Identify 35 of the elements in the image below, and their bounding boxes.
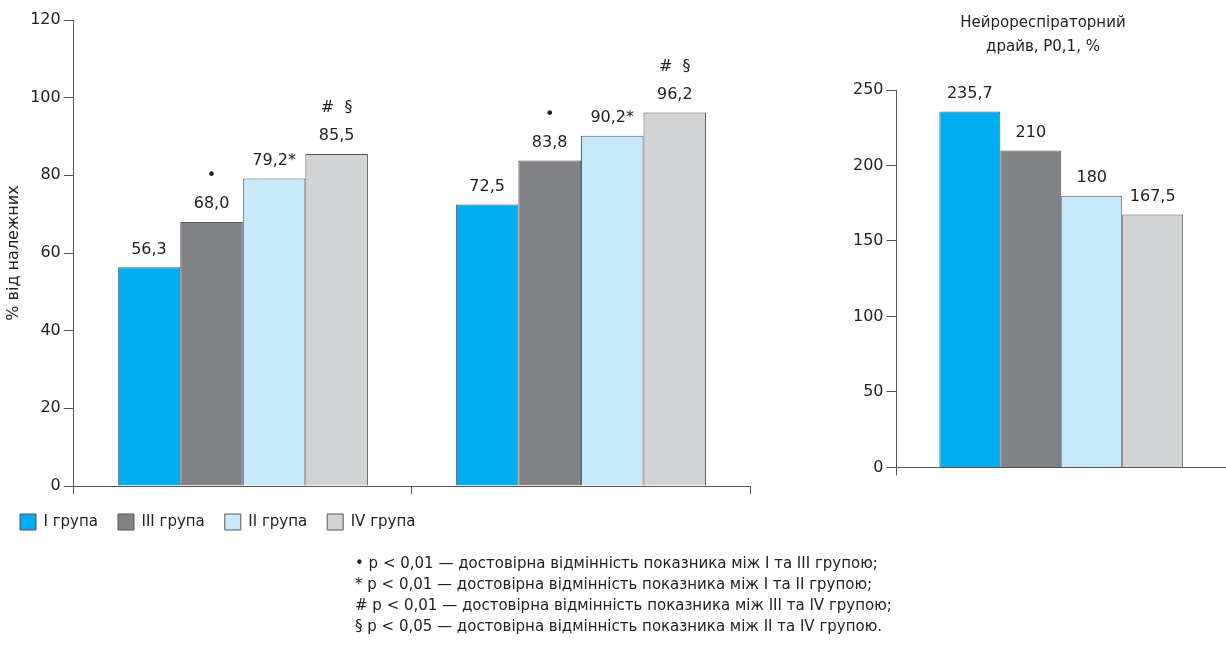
data-label: 79,2* [252,149,296,169]
y-tick-label: 200 [852,154,884,174]
y-tick-label: 60 [40,242,61,262]
y-tick-label: 120 [30,9,61,29]
text: § p < 0,05 — достовірна відмінність показника між II та IV групою. [355,616,884,637]
y-tick-label: 100 [30,86,61,106]
data-label: 56,3 [131,238,167,258]
data-label: # § 96,2 [656,55,693,103]
y-tick-label: 0 [50,475,61,495]
y-tick-label: 100 [852,305,884,325]
y-tick-label: 80 [40,164,61,184]
data-label: • 83,8 [531,103,568,151]
y-tick-label: 40 [40,319,61,339]
data-label: 210 [1015,121,1047,141]
data-label: • 68,0 [193,165,230,213]
y-tick-label: 50 [863,381,884,401]
y-tick-label: 250 [852,79,884,99]
text: * p < 0,01 — достовірна відмінність показника між I та II групою; [355,574,874,595]
data-label: 180 [1076,166,1108,186]
legend-label: III група [141,511,205,530]
legend-label: I група [43,511,98,530]
y-axis-title: % від належних [2,185,22,321]
chart-title: Нейрореспіраторний драйв, P0,1, % [959,12,1127,57]
data-label: 167,5 [1129,185,1176,205]
data-label: 90,2* [590,106,635,126]
text: # p < 0,01 — достовірна відмінність показника між III та IV групою; [355,595,892,616]
data-label: 72,5 [469,175,505,195]
data-label: 235,7 [946,82,993,102]
y-tick-label: 20 [40,397,61,417]
legend-label: II група [248,511,308,530]
data-label: # § 85,5 [318,97,355,145]
text: • p < 0,01 — достовірна відмінність показника між I та III групою; [355,553,879,574]
legend-label: IV група [350,511,416,530]
y-tick-label: 0 [873,456,884,476]
y-tick-label: 150 [852,230,884,250]
